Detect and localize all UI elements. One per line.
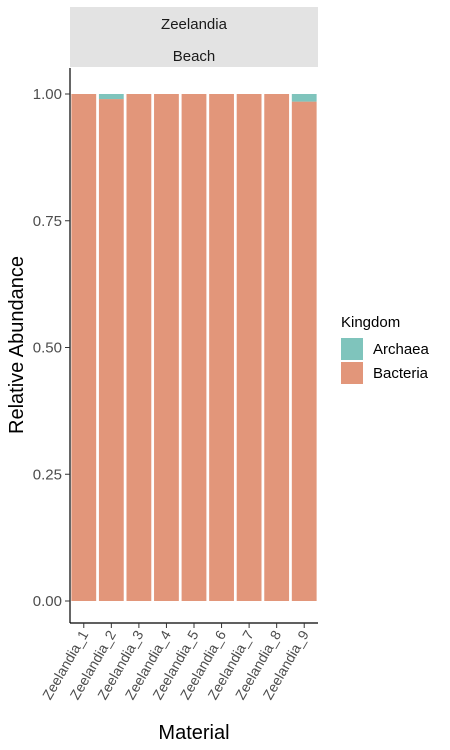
legend-title: Kingdom bbox=[341, 314, 400, 331]
bar-archaea-9 bbox=[291, 94, 317, 102]
bar-bacteria-3 bbox=[126, 94, 152, 601]
y-ticks-group: 0.00 0.25 0.50 0.75 1.00 bbox=[33, 86, 70, 610]
y-tick-label: 0.50 bbox=[33, 340, 62, 357]
legend-key-archaea bbox=[341, 338, 363, 360]
legend-label-archaea: Archaea bbox=[373, 341, 430, 358]
bar-bacteria-4 bbox=[154, 94, 179, 601]
bars-group bbox=[71, 94, 317, 601]
legend-label-bacteria: Bacteria bbox=[373, 365, 429, 382]
y-tick-label: 1.00 bbox=[33, 86, 62, 103]
bar-bacteria-6 bbox=[209, 94, 234, 601]
facet-strip-label-site: Zeelandia bbox=[161, 16, 228, 33]
bar-archaea-2 bbox=[98, 94, 124, 100]
bar-bacteria-5 bbox=[181, 94, 207, 601]
bar-bacteria-1 bbox=[71, 94, 97, 601]
legend-key-bacteria bbox=[341, 362, 363, 384]
facet-strip-background bbox=[70, 7, 318, 67]
y-tick-label: 0.00 bbox=[33, 593, 62, 610]
y-tick-label: 0.75 bbox=[33, 213, 62, 230]
x-ticks-group: Zeelandia_1Zeelandia_2Zeelandia_3Zeeland… bbox=[39, 623, 312, 702]
legend-items-group: Archaea Bacteria bbox=[341, 338, 430, 384]
bar-bacteria-8 bbox=[264, 94, 290, 601]
y-tick-label: 0.25 bbox=[33, 466, 62, 483]
x-axis-title: Material bbox=[158, 722, 229, 744]
bar-bacteria-2 bbox=[98, 99, 124, 601]
bar-bacteria-9 bbox=[291, 101, 317, 601]
bar-bacteria-7 bbox=[236, 94, 262, 601]
y-axis-title: Relative Abundance bbox=[6, 256, 28, 434]
facet-strip-label-habitat: Beach bbox=[173, 48, 216, 65]
